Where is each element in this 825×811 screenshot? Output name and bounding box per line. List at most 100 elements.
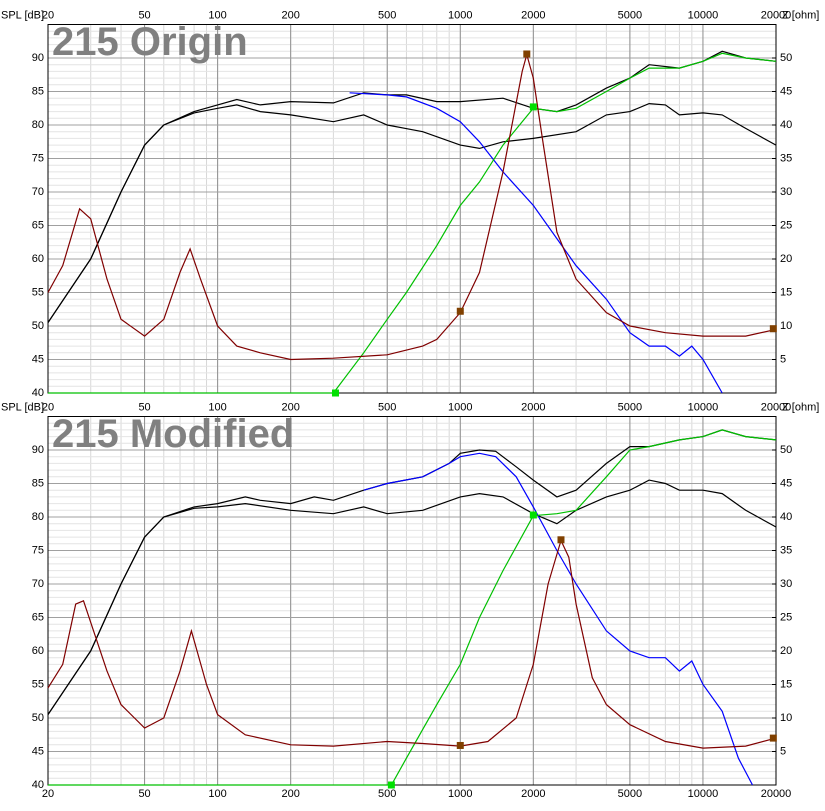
marker xyxy=(456,307,464,315)
y2-tick-label: 10 xyxy=(780,320,792,332)
x-tick-label: 2000 xyxy=(521,9,545,21)
plot-area xyxy=(48,24,776,393)
y2-tick-label: 5 xyxy=(780,353,786,365)
line-series xyxy=(363,452,754,786)
x-tick-label: 200 xyxy=(281,788,299,800)
x-tick-label: 200 xyxy=(281,9,299,21)
line-series xyxy=(47,50,777,323)
line-series xyxy=(48,429,777,786)
x-tick-label: 5000 xyxy=(618,788,642,800)
x-tick-label: 2000 xyxy=(521,788,545,800)
y-axis-label: SPL [dB] xyxy=(1,9,44,21)
chart-title: 215 Origin xyxy=(52,20,248,64)
y-tick-label: 90 xyxy=(32,52,44,64)
x-tick-label: 20000 xyxy=(761,9,792,21)
chart-title: 215 Modified xyxy=(52,412,294,456)
x-tick-label: 50 xyxy=(138,401,150,413)
x-tick-label: 20 xyxy=(42,9,54,21)
y-tick-label: 80 xyxy=(32,511,44,523)
y2-tick-label: 10 xyxy=(780,712,792,724)
x-tick-label: 100 xyxy=(208,9,226,21)
marker xyxy=(769,325,777,333)
x-tick-label: 2000 xyxy=(521,401,545,413)
plot-area xyxy=(48,416,776,785)
x-tick-label: 10000 xyxy=(688,9,719,21)
x-tick-label: 1000 xyxy=(448,401,472,413)
y2-tick-label: 25 xyxy=(780,611,792,623)
x-tick-label: 10000 xyxy=(688,788,719,800)
x-tick-label: 1000 xyxy=(448,788,472,800)
y2-tick-label: 40 xyxy=(780,119,792,131)
x-tick-label: 500 xyxy=(378,788,396,800)
y-tick-label: 65 xyxy=(32,219,44,231)
y2-axis-label: Z [ohm] xyxy=(782,9,819,21)
y2-tick-label: 35 xyxy=(780,152,792,164)
x-tick-label: 20 xyxy=(42,401,54,413)
line-series xyxy=(47,479,777,715)
y-tick-label: 85 xyxy=(32,477,44,489)
x-tick-label: 100 xyxy=(208,788,226,800)
x-tick-label: 20 xyxy=(42,788,54,800)
y2-tick-label: 20 xyxy=(780,645,792,657)
x-tick-label: 20000 xyxy=(761,788,792,800)
x-tick-label: 10000 xyxy=(688,401,719,413)
y2-tick-label: 40 xyxy=(780,511,792,523)
marker xyxy=(456,741,464,749)
y2-tick-label: 15 xyxy=(780,678,792,690)
y-tick-label: 40 xyxy=(32,779,44,791)
x-tick-label: 5000 xyxy=(618,401,642,413)
y-tick-label: 85 xyxy=(32,85,44,97)
marker xyxy=(529,511,537,519)
y2-tick-label: 30 xyxy=(780,578,792,590)
y-tick-label: 70 xyxy=(32,186,44,198)
line-series xyxy=(47,52,777,361)
y2-tick-label: 5 xyxy=(780,745,786,757)
y-tick-label: 55 xyxy=(32,286,44,298)
x-tick-label: 100 xyxy=(208,401,226,413)
y-tick-label: 75 xyxy=(32,152,44,164)
y-tick-label: 65 xyxy=(32,611,44,623)
marker xyxy=(523,50,531,58)
y-tick-label: 50 xyxy=(32,320,44,332)
y2-axis-label: Z [ohm] xyxy=(782,401,819,413)
marker xyxy=(387,781,395,789)
y2-tick-label: 25 xyxy=(780,219,792,231)
line-series xyxy=(47,538,777,749)
marker xyxy=(557,536,565,544)
x-tick-label: 200 xyxy=(281,401,299,413)
x-tick-label: 50 xyxy=(138,9,150,21)
y2-tick-label: 20 xyxy=(780,253,792,265)
plot-border xyxy=(47,24,777,394)
x-tick-label: 500 xyxy=(378,9,396,21)
line-series xyxy=(48,52,777,394)
x-tick-label: 20000 xyxy=(761,401,792,413)
y-tick-label: 45 xyxy=(32,745,44,757)
y-tick-label: 60 xyxy=(32,253,44,265)
y-tick-label: 50 xyxy=(32,712,44,724)
y-tick-label: 75 xyxy=(32,544,44,556)
y-tick-label: 60 xyxy=(32,645,44,657)
y-tick-label: 40 xyxy=(32,387,44,399)
y-tick-label: 80 xyxy=(32,119,44,131)
y-tick-label: 45 xyxy=(32,353,44,365)
x-tick-label: 500 xyxy=(378,401,396,413)
y-tick-label: 70 xyxy=(32,578,44,590)
line-series xyxy=(47,102,777,323)
marker xyxy=(331,389,339,397)
x-tick-label: 5000 xyxy=(618,9,642,21)
y2-tick-label: 30 xyxy=(780,186,792,198)
y-axis-label: SPL [dB] xyxy=(1,401,44,413)
y2-tick-label: 45 xyxy=(780,477,792,489)
x-tick-label: 1000 xyxy=(448,9,472,21)
y2-tick-label: 50 xyxy=(780,52,792,64)
y-tick-label: 90 xyxy=(32,444,44,456)
line-series xyxy=(349,92,723,394)
y-tick-label: 55 xyxy=(32,678,44,690)
y2-tick-label: 15 xyxy=(780,286,792,298)
y2-tick-label: 45 xyxy=(780,85,792,97)
x-tick-label: 50 xyxy=(138,788,150,800)
marker xyxy=(769,734,777,742)
y2-tick-label: 50 xyxy=(780,444,792,456)
y2-tick-label: 35 xyxy=(780,544,792,556)
